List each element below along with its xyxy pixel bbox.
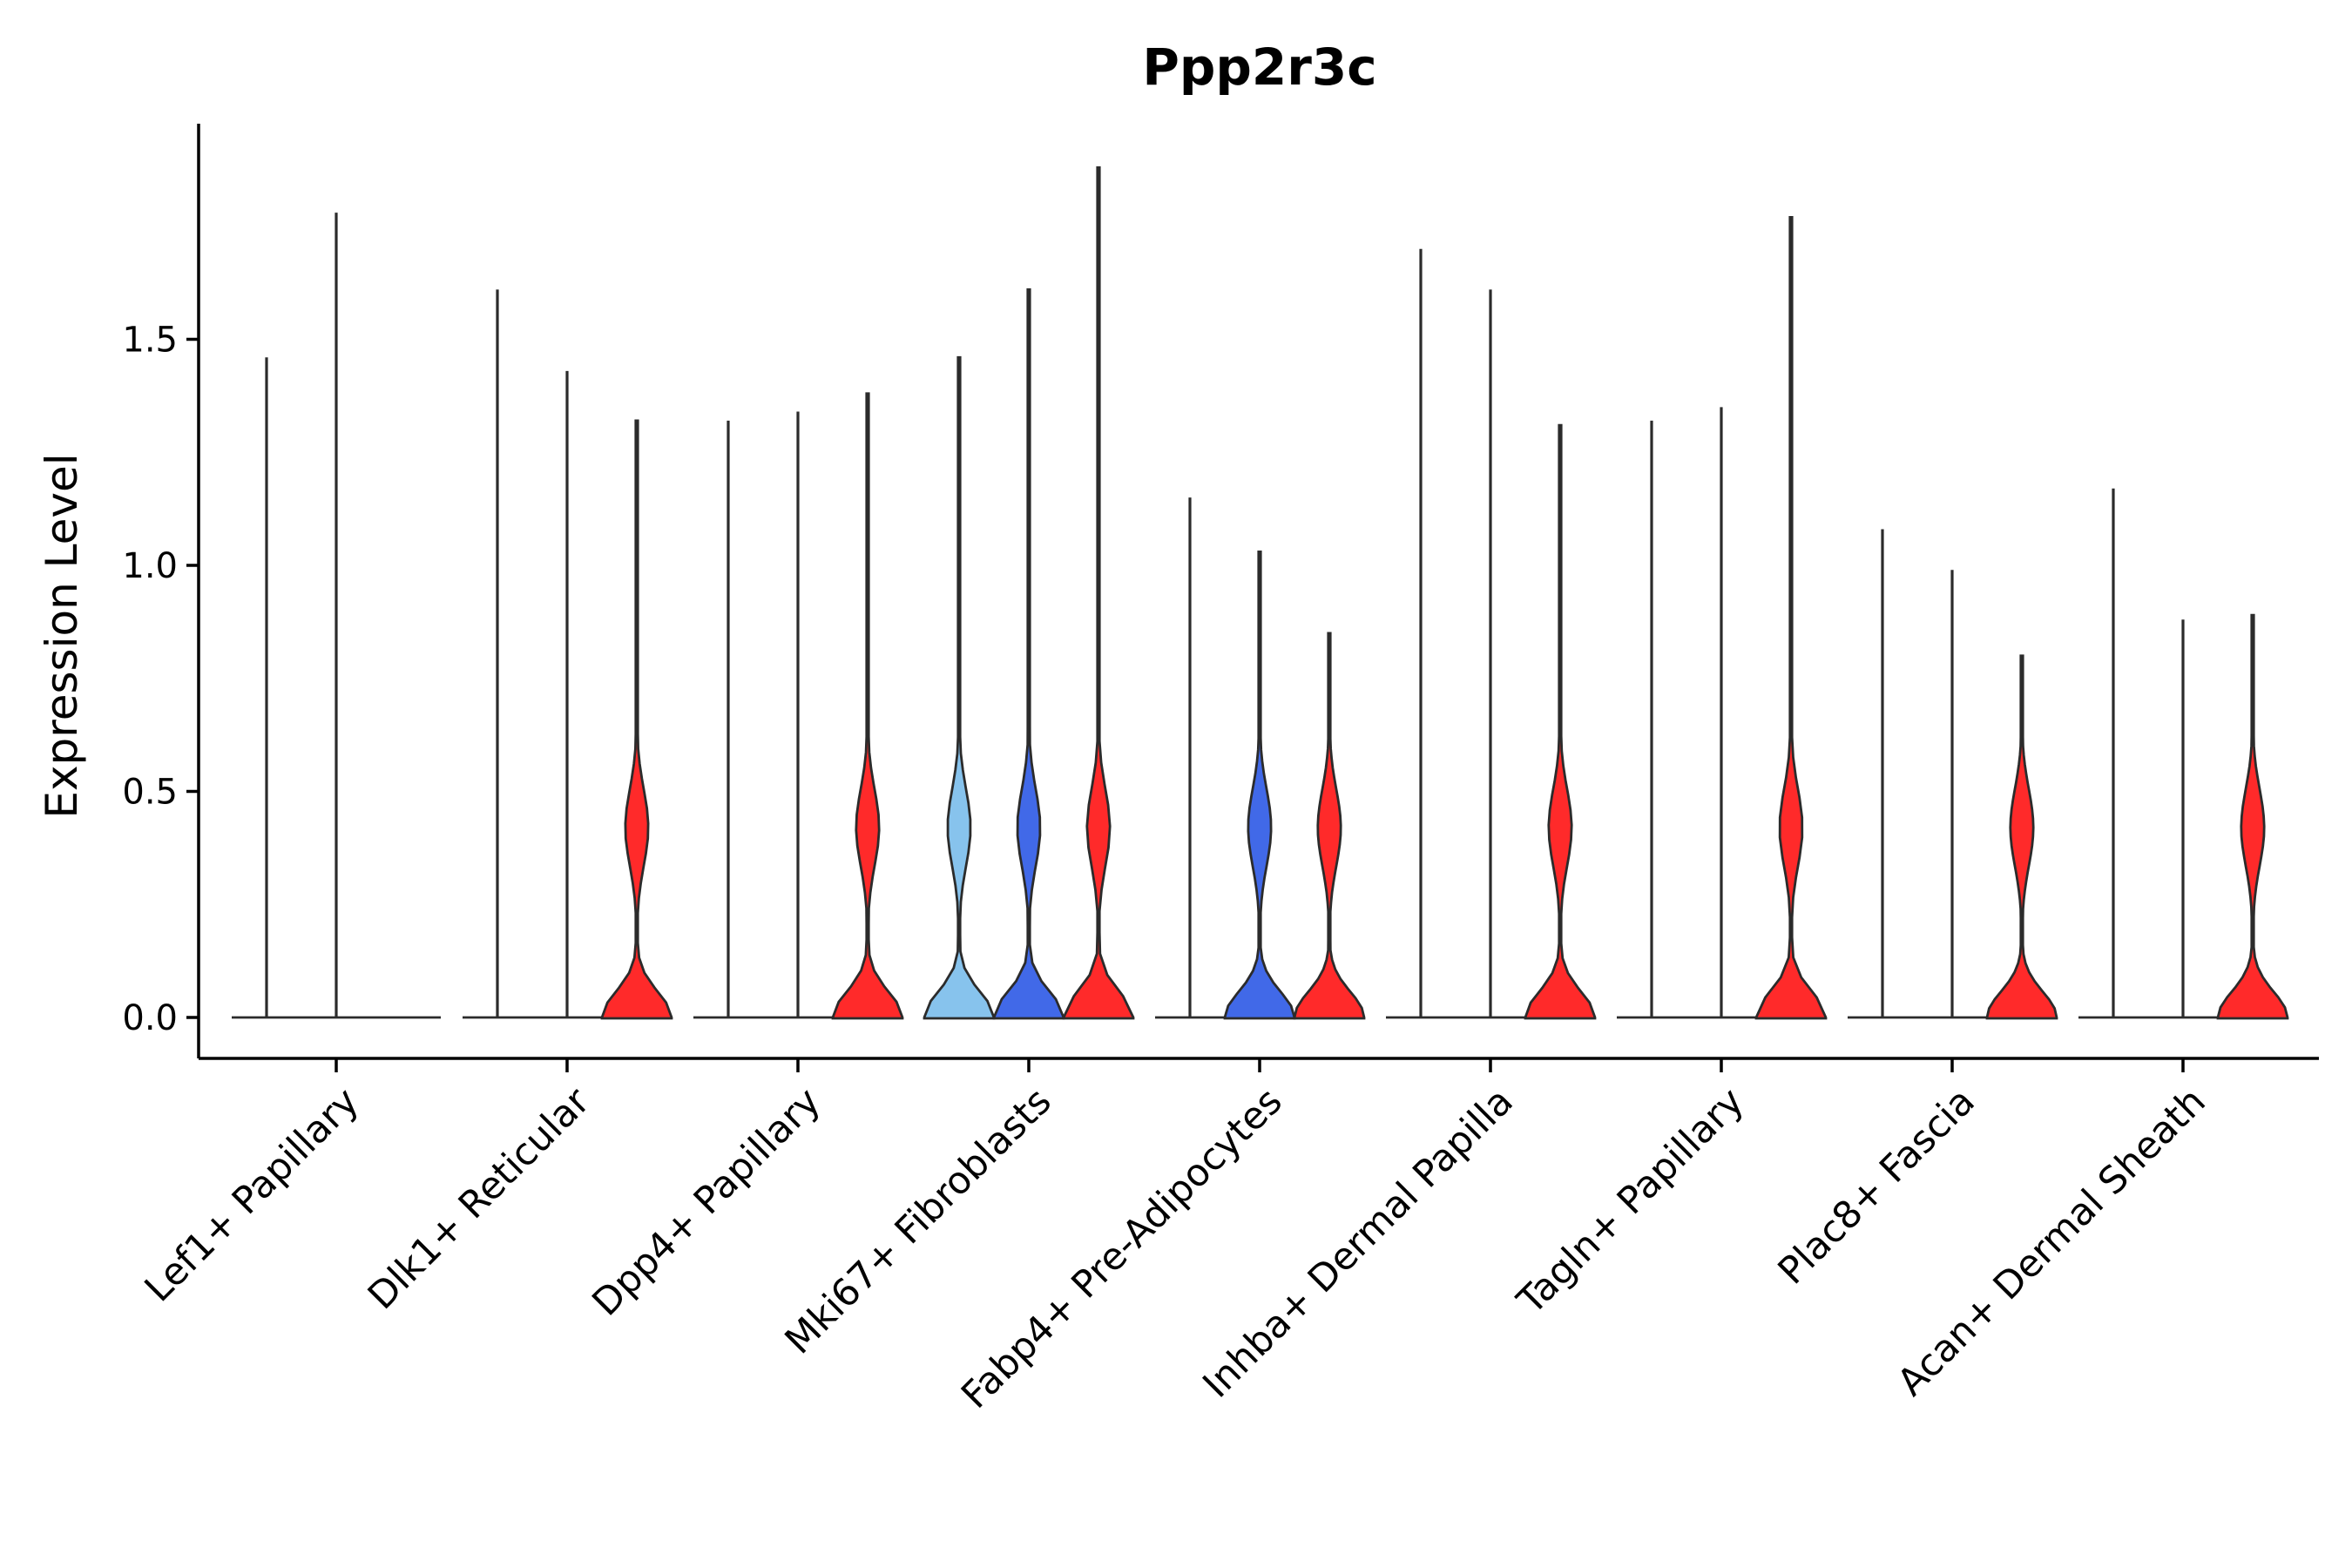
violin-mark — [831, 392, 904, 1020]
chart-title: Ppp2r3c — [1142, 37, 1376, 97]
x-tick-label: Mki67+ Fibroblasts — [777, 1079, 1060, 1362]
y-axis: 0.0 0.5 1.0 1.5 — [122, 124, 200, 1058]
violin-mark — [923, 355, 996, 1020]
violin-mark — [1524, 423, 1597, 1020]
y-tick-label: 0.0 — [122, 998, 178, 1038]
violin-mark — [1293, 632, 1366, 1020]
y-tick-label: 0.5 — [122, 773, 178, 813]
violin-mark — [1754, 216, 1828, 1020]
x-tick-label: Lef1+ Papillary — [137, 1079, 368, 1310]
y-tick-label: 1.5 — [122, 321, 178, 361]
y-axis-title: Expression Level — [37, 453, 87, 818]
x-tick-label: Tagln+ Papillary — [1509, 1079, 1753, 1323]
violin-mark — [1062, 166, 1135, 1020]
violin-mark — [992, 288, 1065, 1020]
x-tick-label: Plac8+ Fascia — [1770, 1079, 1984, 1293]
x-tick-label: Dpp4+ Papillary — [585, 1079, 829, 1324]
plot-area — [232, 166, 2289, 1020]
violin-mark — [1985, 654, 2058, 1020]
violin-mark — [600, 419, 673, 1020]
violin-mark — [1223, 551, 1296, 1020]
violin-mark — [2216, 613, 2289, 1020]
x-tick-label: Dlk1+ Reticular — [360, 1079, 598, 1318]
y-tick-label: 1.0 — [122, 546, 178, 586]
